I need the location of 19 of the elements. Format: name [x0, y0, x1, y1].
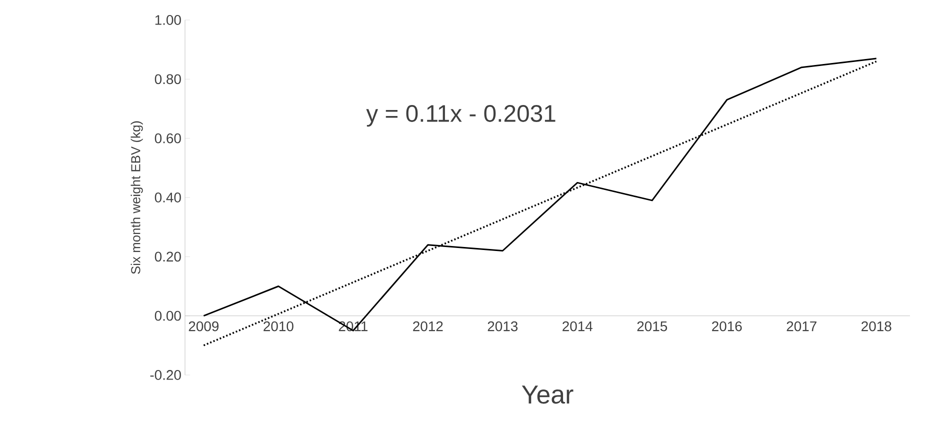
x-tick-label: 2015	[637, 321, 668, 332]
y-tick-label: 1.00	[155, 15, 181, 25]
y-tick-label: 0.60	[154, 133, 181, 144]
y-tick-label: 0.80	[154, 74, 181, 84]
y-tick-label: 0.20	[154, 252, 181, 262]
y-tick-label: 0.40	[154, 192, 181, 202]
x-tick-label: 2014	[562, 321, 592, 332]
y-tick-label: 0.00	[154, 310, 181, 321]
x-tick-label: 2010	[264, 321, 294, 332]
x-tick-label: 2012	[413, 321, 443, 332]
x-tick-label: 2016	[712, 321, 742, 332]
x-tick-label: 2017	[786, 321, 816, 332]
x-axis-title: Year	[522, 386, 574, 404]
x-tick-label: 2018	[862, 321, 892, 332]
x-tick-label: 2013	[488, 321, 518, 332]
annotation: y = 0.11x - 0.2031	[366, 105, 556, 127]
x-tick-label: 2009	[188, 321, 219, 332]
y-tick-label: -0.20	[150, 370, 181, 380]
y-axis-title: Six month weight EBV (kg)	[130, 121, 143, 274]
